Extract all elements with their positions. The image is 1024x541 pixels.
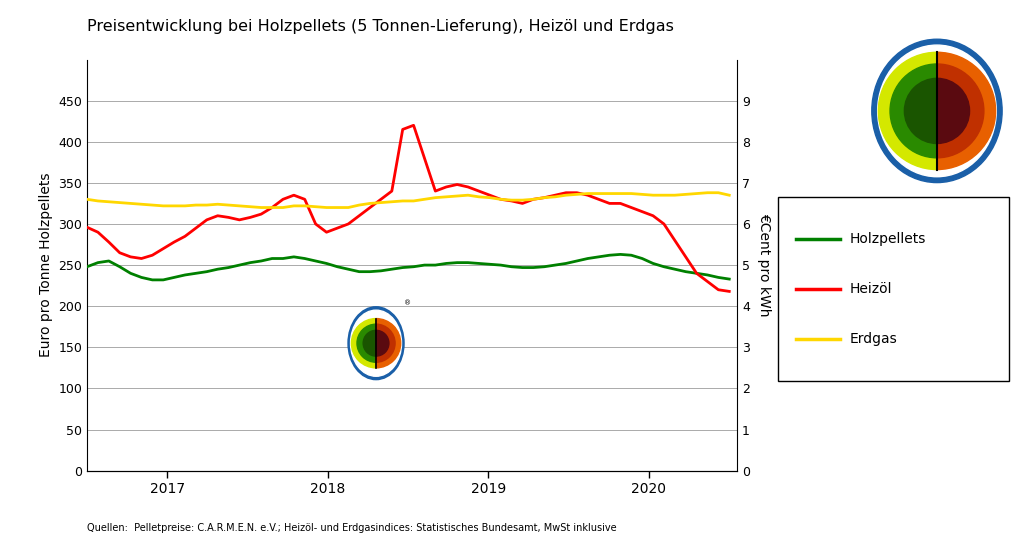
Ellipse shape [871,39,1002,182]
Wedge shape [879,52,937,169]
Wedge shape [376,324,395,362]
Wedge shape [937,78,970,143]
Text: Preisentwicklung bei Holzpellets (5 Tonnen-Lieferung), Heizöl und Erdgas: Preisentwicklung bei Holzpellets (5 Tonn… [87,19,674,34]
Ellipse shape [348,307,404,380]
Wedge shape [890,64,937,158]
Wedge shape [937,64,984,158]
Wedge shape [937,52,995,169]
Wedge shape [376,319,400,368]
Wedge shape [376,331,389,356]
Text: Holzpellets: Holzpellets [850,233,927,247]
Wedge shape [351,319,376,368]
Text: ®: ® [404,300,412,306]
Text: Heizöl: Heizöl [850,282,893,296]
Y-axis label: €Cent pro kWh: €Cent pro kWh [757,213,771,317]
Ellipse shape [878,45,996,177]
Text: C.A.R.M.E.N.: C.A.R.M.E.N. [878,208,996,226]
Wedge shape [904,78,937,143]
Text: Erdgas: Erdgas [850,332,898,346]
Ellipse shape [350,310,401,377]
Wedge shape [357,324,376,362]
Wedge shape [364,331,376,356]
Y-axis label: Euro pro Tonne Holzpellets: Euro pro Tonne Holzpellets [39,173,53,358]
Text: Quellen:  Pelletpreise: C.A.R.M.E.N. e.V.; Heizöl- und Erdgasindices: Statistisc: Quellen: Pelletpreise: C.A.R.M.E.N. e.V.… [87,523,616,533]
